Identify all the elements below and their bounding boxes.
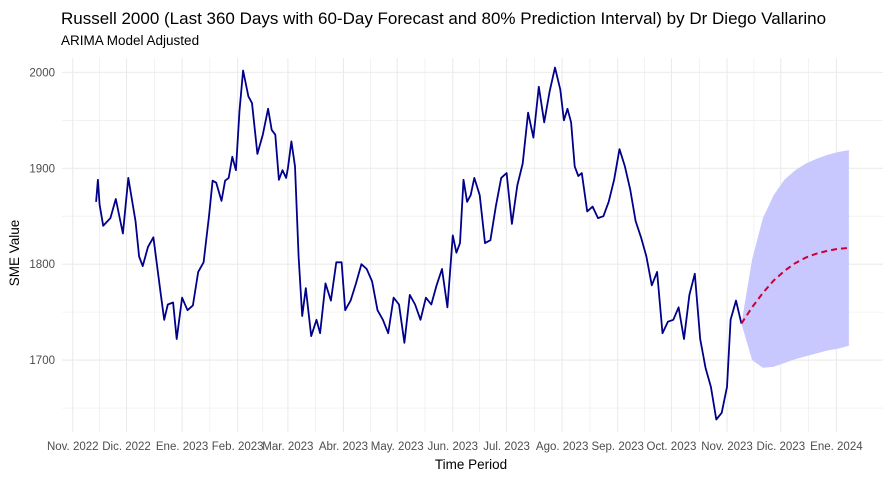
x-tick-label: Dic. 2022 [102,441,151,453]
x-tick-label: Nov. 2023 [701,441,753,453]
x-tick-label: Abr. 2023 [319,441,368,453]
y-tick-label: 2000 [29,67,55,79]
x-axis-ticks: Nov. 2022 Dic. 2022 Ene. 2023 Feb. 2023Mar.… [47,441,863,453]
y-tick-label: 1900 [29,163,55,175]
y-tick-label: 1800 [29,259,55,271]
chart-title: Russell 2000 (Last 360 Days with 60-Day … [61,9,826,28]
x-axis-title: Time Period [435,457,507,472]
x-tick-label: Jun. 2023 [428,441,479,453]
x-tick-label: Mar. 2023 [262,441,313,453]
x-tick-label: Dic. 2023 [757,441,806,453]
grid-minor [62,58,883,432]
x-tick-label: May. 2023 [371,441,424,453]
forecast-series-line [740,246,849,325]
y-axis-ticks: 1700 1800 1900 2000 [29,67,55,367]
x-tick-label: Nov. 2022 [47,441,99,453]
x-tick-label: Oct. 2023 [647,441,697,453]
x-tick-label: Jul. 2023 [483,441,530,453]
y-tick-label: 1700 [29,355,55,367]
prediction-interval-band [741,150,849,368]
chart-subtitle: ARIMA Model Adjusted [61,33,199,48]
observed-series-line [95,66,743,421]
y-axis-title: SME Value [7,220,22,287]
x-tick-label: Feb. 2023 [212,441,264,453]
x-tick-label: Ene. 2024 [810,441,863,453]
x-tick-label: Ene. 2023 [156,441,208,453]
x-tick-label: Ago. 2023 [536,441,588,453]
x-tick-label: Sep. 2023 [591,441,643,453]
